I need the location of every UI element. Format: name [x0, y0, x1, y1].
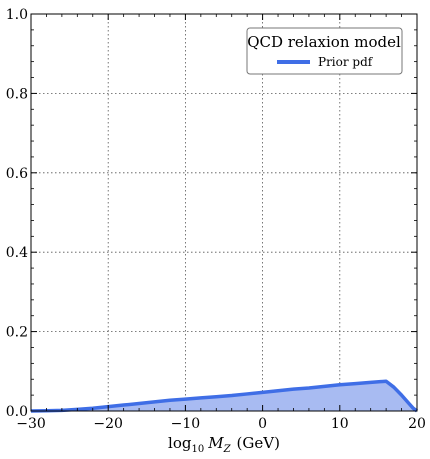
x-tick-label: 10 [331, 416, 349, 432]
x-tick-label: −10 [171, 416, 201, 432]
legend-title: QCD relaxion model [247, 33, 401, 51]
legend-entry-label: Prior pdf [318, 55, 374, 69]
x-axis-label-var: M [207, 434, 224, 452]
grid-lines [31, 14, 417, 411]
y-tick-label: 0.8 [6, 86, 28, 102]
legend: QCD relaxion model Prior pdf [246, 27, 403, 75]
x-axis-label-sub: 10 [191, 444, 204, 455]
x-tick-label: −30 [16, 416, 46, 432]
series-line [30, 379, 419, 413]
y-tick-label: 0.2 [6, 325, 28, 341]
x-tick-label: 20 [408, 416, 426, 432]
y-tick-label: 0.4 [6, 245, 28, 261]
x-tick-label: −20 [93, 416, 123, 432]
x-tick-label: 0 [258, 416, 267, 432]
y-tick-label: 1.0 [6, 7, 28, 23]
series-layer [30, 379, 419, 413]
y-tick-label: 0.6 [6, 166, 28, 182]
x-axis-label-var-sub: Z [223, 444, 232, 455]
x-axis-label-unit: (GeV) [237, 434, 280, 452]
x-axis-label-base: log [168, 434, 192, 452]
y-tick-label: 0.0 [6, 404, 28, 420]
plot-frame [30, 13, 418, 412]
tick-labels: −30 −20 −10 0 10 20 0.0 0.2 0.4 0.6 0.8 1.0 [6, 7, 426, 432]
x-axis-label: log10 MZ (GeV) [168, 434, 280, 455]
